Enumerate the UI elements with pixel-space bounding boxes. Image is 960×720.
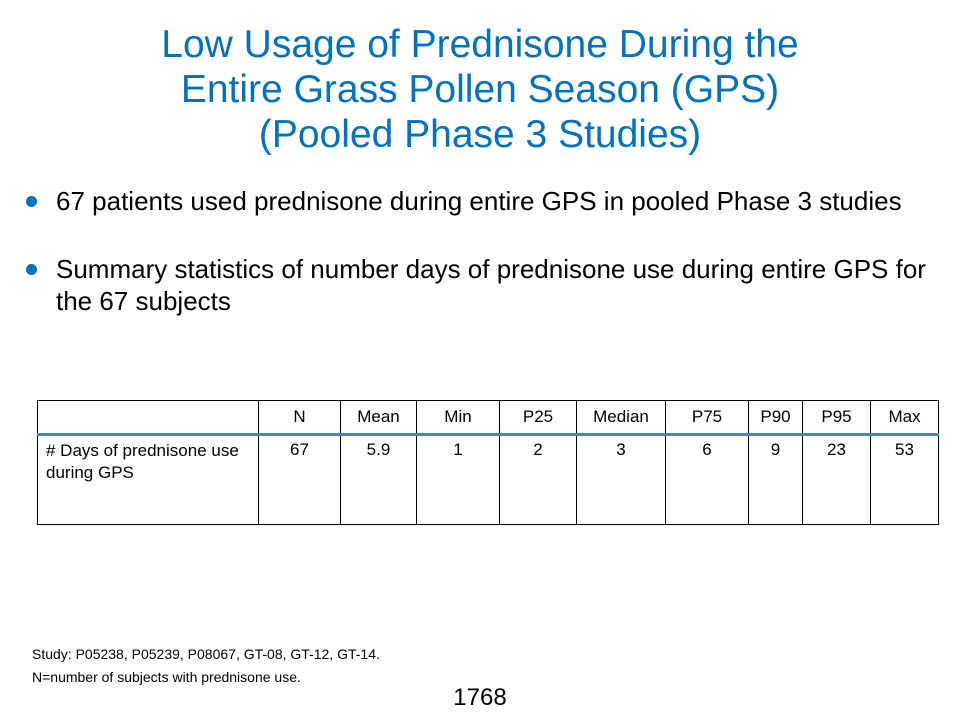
bullet-item: Summary statistics of number days of pre… <box>24 253 934 317</box>
page-number: 1768 <box>453 684 507 711</box>
cell-p95: 23 <box>802 434 871 525</box>
footnote-studies: Study: P05238, P05239, P08067, GT-08, GT… <box>32 646 380 662</box>
column-header-p95: P95 <box>802 400 871 436</box>
column-header-n: N <box>258 400 341 436</box>
cell-max: 53 <box>870 434 939 525</box>
bullet-text: Summary statistics of number days of pre… <box>56 254 926 316</box>
bullet-dot-icon <box>26 196 37 207</box>
column-header-max: Max <box>870 400 939 436</box>
bullet-list: 67 patients used prednisone during entir… <box>24 185 934 317</box>
cell-p90: 9 <box>748 434 803 525</box>
row-label: # Days of prednisone use during GPS <box>37 434 259 525</box>
column-header-p90: P90 <box>748 400 803 436</box>
column-header-p75: P75 <box>665 400 749 436</box>
cell-p25: 2 <box>499 434 577 525</box>
bullet-text: 67 patients used prednisone during entir… <box>56 186 902 216</box>
bullet-dot-icon <box>26 264 37 275</box>
column-header-mean: Mean <box>340 400 417 436</box>
column-header-median: Median <box>576 400 666 436</box>
column-header-p25: P25 <box>499 400 577 436</box>
footnote-n-definition: N=number of subjects with prednisone use… <box>32 669 301 685</box>
title-line-2: Entire Grass Pollen Season (GPS) <box>180 68 780 111</box>
slide-title: Low Usage of Prednisone During the Entir… <box>0 22 960 157</box>
cell-n: 67 <box>258 434 341 525</box>
title-line-3: (Pooled Phase 3 Studies) <box>258 113 702 156</box>
footnotes: Study: P05238, P05239, P08067, GT-08, GT… <box>32 643 380 689</box>
cell-min: 1 <box>416 434 500 525</box>
summary-statistics-table: N Mean Min P25 Median P75 P90 P95 Max # … <box>37 400 939 525</box>
table-row: # Days of prednisone use during GPS 67 5… <box>37 434 939 525</box>
bullet-item: 67 patients used prednisone during entir… <box>24 185 934 217</box>
cell-mean: 5.9 <box>340 434 417 525</box>
cell-median: 3 <box>576 434 666 525</box>
cell-p75: 6 <box>665 434 749 525</box>
column-header-blank <box>37 400 259 436</box>
title-line-1: Low Usage of Prednisone During the <box>161 23 799 66</box>
column-header-min: Min <box>416 400 500 436</box>
table-header-row: N Mean Min P25 Median P75 P90 P95 Max <box>37 400 939 436</box>
